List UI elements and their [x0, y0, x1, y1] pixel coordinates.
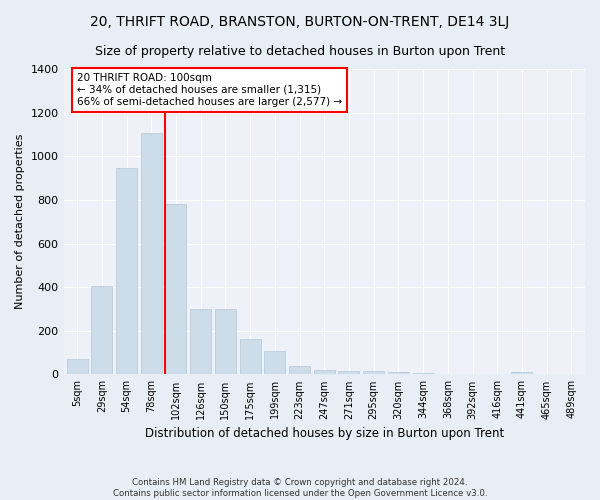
- Text: Contains HM Land Registry data © Crown copyright and database right 2024.
Contai: Contains HM Land Registry data © Crown c…: [113, 478, 487, 498]
- Bar: [388, 372, 409, 374]
- Bar: [314, 370, 335, 374]
- Bar: [265, 351, 286, 374]
- Bar: [289, 366, 310, 374]
- Bar: [190, 309, 211, 374]
- Bar: [363, 371, 384, 374]
- Bar: [141, 134, 162, 374]
- Text: 20, THRIFT ROAD, BRANSTON, BURTON-ON-TRENT, DE14 3LJ: 20, THRIFT ROAD, BRANSTON, BURTON-ON-TRE…: [91, 15, 509, 29]
- Bar: [338, 371, 359, 374]
- Bar: [239, 339, 260, 374]
- Text: Size of property relative to detached houses in Burton upon Trent: Size of property relative to detached ho…: [95, 45, 505, 58]
- Bar: [91, 286, 112, 374]
- Bar: [116, 168, 137, 374]
- Bar: [413, 372, 434, 374]
- Bar: [215, 309, 236, 374]
- Y-axis label: Number of detached properties: Number of detached properties: [15, 134, 25, 310]
- Text: 20 THRIFT ROAD: 100sqm
← 34% of detached houses are smaller (1,315)
66% of semi-: 20 THRIFT ROAD: 100sqm ← 34% of detached…: [77, 74, 342, 106]
- Bar: [166, 204, 187, 374]
- X-axis label: Distribution of detached houses by size in Burton upon Trent: Distribution of detached houses by size …: [145, 427, 504, 440]
- Bar: [67, 359, 88, 374]
- Bar: [511, 372, 532, 374]
